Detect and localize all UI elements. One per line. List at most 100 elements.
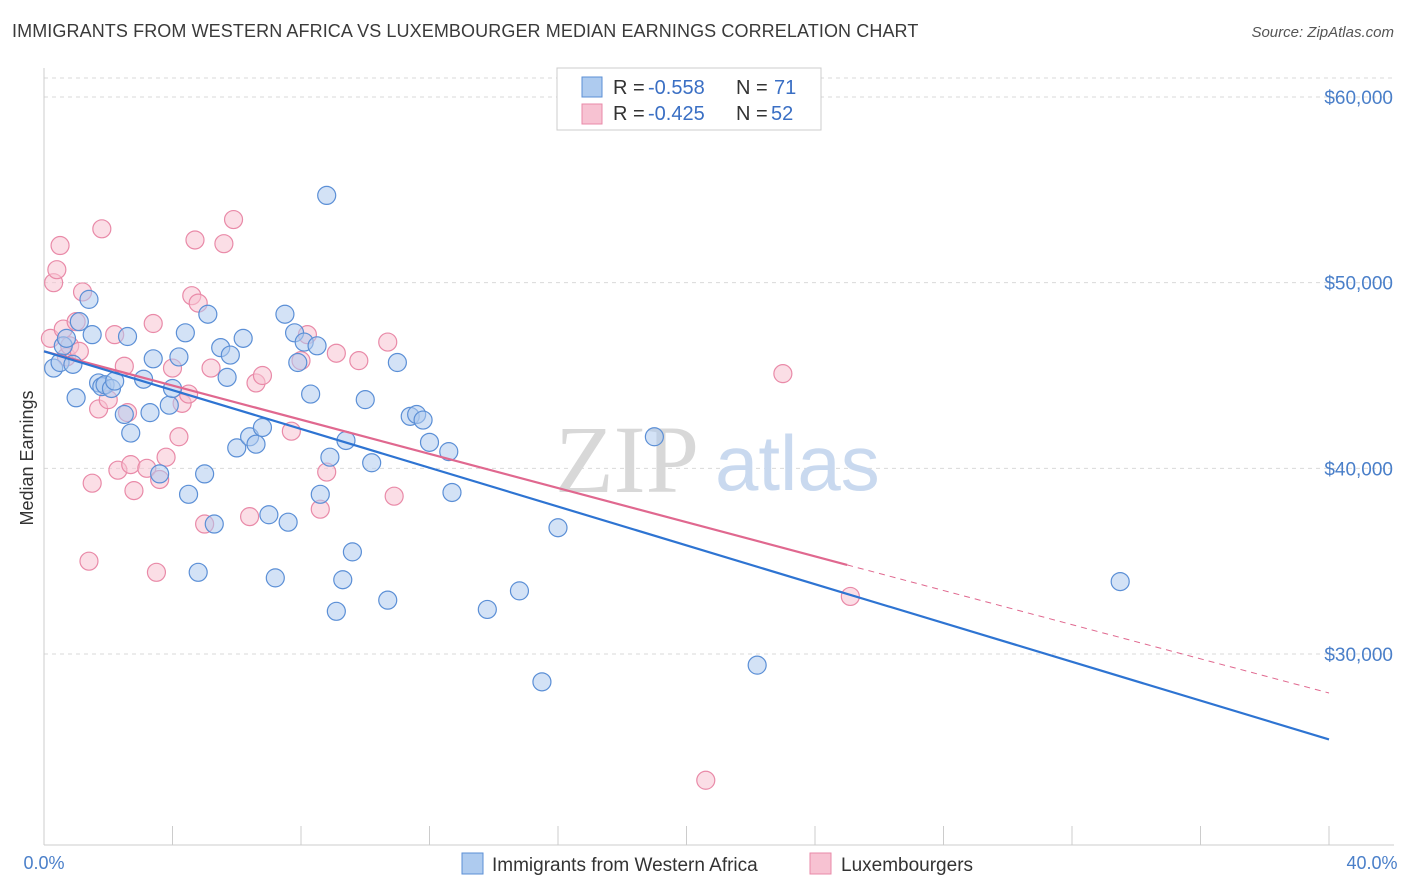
luxembourgers-point: [349, 351, 369, 371]
western-africa-point: [288, 352, 308, 373]
western-africa-point: [198, 304, 218, 324]
x-tick-label-right: 40.0%: [1346, 853, 1397, 873]
western-africa-point: [509, 581, 530, 601]
western-africa-point: [307, 336, 327, 356]
x-tick-label-left: 0.0%: [23, 853, 64, 873]
western-africa-point: [69, 312, 89, 332]
luxembourgers-point: [121, 455, 141, 475]
watermark-zip: ZIP: [555, 406, 699, 513]
western-africa-point: [477, 599, 497, 620]
western-africa-point: [387, 352, 407, 373]
western-africa-point: [419, 432, 440, 452]
western-africa-point: [439, 442, 459, 462]
western-africa-point: [246, 434, 266, 454]
western-africa-point: [442, 482, 462, 503]
western-africa-point: [140, 403, 160, 423]
luxembourgers-point: [50, 235, 70, 256]
western-africa-point: [333, 570, 353, 590]
legend-n-value-2: 52: [771, 103, 793, 125]
luxembourgers-point: [47, 260, 67, 280]
y-axis-label: Median Earnings: [17, 390, 37, 525]
luxembourgers-point: [773, 364, 793, 384]
western-africa-point: [644, 427, 664, 447]
luxembourgers-point: [252, 365, 273, 386]
y-tick-label: $30,000: [1324, 645, 1393, 666]
western-africa-point: [227, 438, 247, 458]
western-africa-point: [220, 345, 240, 365]
luxembourgers-point: [82, 473, 102, 493]
western-africa-point: [378, 590, 398, 610]
western-africa-point: [1110, 571, 1130, 592]
western-africa-point: [114, 404, 134, 425]
bottom-legend-swatch-blue: [461, 852, 484, 875]
watermark-atlas: atlas: [715, 419, 880, 507]
western-africa-point: [159, 395, 179, 415]
legend-r-value-2: -0.425: [648, 103, 705, 125]
western-africa-point: [301, 384, 321, 404]
western-africa-point: [317, 185, 337, 206]
legend-r-value-1: -0.558: [648, 77, 705, 99]
luxembourgers-point: [124, 481, 144, 501]
western-africa-point: [342, 542, 362, 562]
western-africa-point: [195, 464, 215, 484]
western-africa-point: [747, 655, 767, 675]
western-africa-point: [169, 347, 189, 367]
legend-r-label-1: R =: [613, 77, 645, 99]
bottom-legend-label-1: Immigrants from Western Africa: [492, 855, 758, 876]
legend-swatch-pink: [581, 103, 603, 125]
trend-lines: [43, 350, 1330, 741]
luxembourgers-point: [143, 313, 163, 334]
western-africa-point: [79, 289, 99, 309]
western-africa-point: [143, 349, 163, 369]
western-africa-point: [217, 367, 237, 387]
y-tick-label: $50,000: [1324, 274, 1393, 295]
gridlines: [44, 77, 1394, 655]
source-credit: Source: ZipAtlas.com: [1251, 24, 1394, 41]
luxembourgers-point: [384, 486, 404, 506]
correlation-legend: R = -0.558 N = 71 R = -0.425 N = 52: [556, 67, 822, 131]
western-africa-point: [178, 484, 199, 504]
bottom-legend-swatch-pink: [809, 852, 832, 875]
luxembourgers-point: [185, 230, 205, 250]
legend-r-label-2: R =: [613, 103, 645, 125]
luxembourgers-trend-extension: [846, 564, 1330, 694]
western-africa-points: [44, 185, 1130, 692]
western-africa-point: [259, 505, 279, 525]
y-tick-label: $60,000: [1324, 88, 1393, 109]
western-africa-point: [150, 464, 170, 484]
western-africa-point: [233, 328, 253, 348]
western-africa-point: [275, 304, 295, 324]
luxembourgers-point: [79, 551, 99, 571]
western-africa-point: [310, 484, 330, 504]
western-africa-point: [362, 453, 382, 473]
luxembourgers-point: [92, 219, 112, 239]
western-africa-point: [548, 518, 568, 538]
legend-n-value-1: 71: [774, 77, 796, 99]
y-tick-label: $40,000: [1324, 459, 1393, 480]
western-africa-point: [326, 601, 346, 621]
luxembourgers-point: [326, 343, 346, 363]
western-africa-point: [188, 562, 208, 582]
bottom-legend-label-2: Luxembourgers: [841, 855, 973, 876]
western-africa-trend-line: [43, 350, 1330, 741]
western-africa-point: [413, 410, 433, 430]
western-africa-point: [265, 568, 285, 588]
western-africa-point: [175, 323, 195, 343]
western-africa-point: [252, 417, 273, 438]
chart-title: IMMIGRANTS FROM WESTERN AFRICA VS LUXEMB…: [12, 21, 919, 41]
western-africa-point: [56, 328, 77, 348]
luxembourgers-point: [169, 427, 189, 447]
x-axis-ticks: [43, 826, 1330, 845]
western-africa-point: [117, 326, 138, 347]
western-africa-point: [204, 514, 224, 534]
western-africa-point: [355, 390, 375, 410]
luxembourgers-point: [146, 562, 167, 582]
luxembourgers-point: [240, 507, 260, 527]
luxembourgers-point: [201, 358, 221, 378]
western-africa-point: [82, 325, 102, 345]
luxembourgers-point: [378, 332, 398, 352]
legend-swatch-blue: [581, 76, 603, 98]
luxembourgers-trend-line: [43, 350, 848, 566]
y-axis-tick-labels: $30,000 $40,000 $50,000 $60,000: [1324, 88, 1393, 666]
